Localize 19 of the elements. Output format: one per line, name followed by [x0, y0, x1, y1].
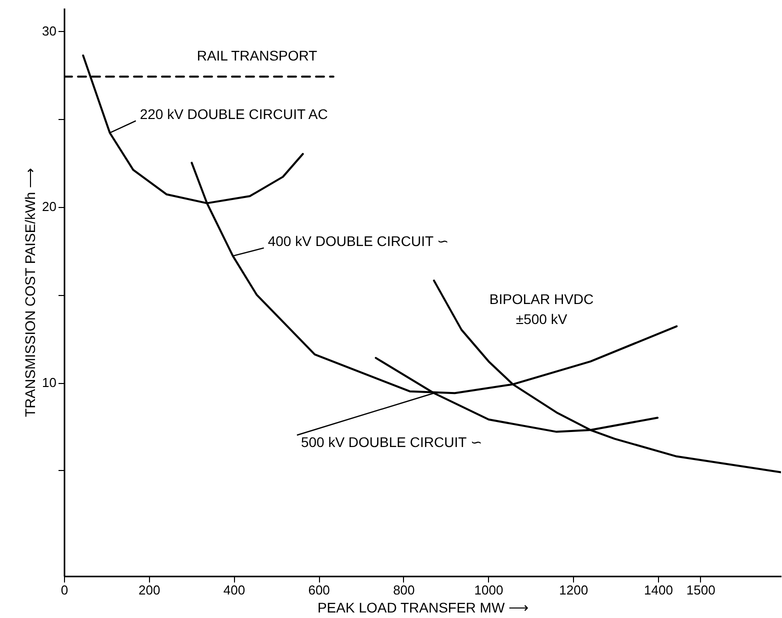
x-tick-label: 1500: [686, 582, 716, 598]
series-label: BIPOLAR HVDC ±500 kV: [489, 290, 594, 327]
y-tick-label: 20: [42, 199, 56, 214]
series-label: 500 kV DOUBLE CIRCUIT ∽: [300, 434, 482, 450]
x-tick-label: 1400: [644, 582, 673, 598]
x-tick-label: 800: [393, 582, 415, 598]
y-tick-label: 10: [42, 375, 56, 390]
x-tick-label: 1200: [559, 582, 588, 598]
y-tick-label: 30: [42, 23, 56, 38]
y-axis-title: TRANSMISSION COST PAISE/kWh ⟶: [22, 168, 38, 417]
x-tick-label: 1000: [474, 582, 504, 598]
x-tick-label: 200: [138, 582, 160, 598]
x-tick-label: 0: [60, 582, 68, 598]
series-label: RAIL TRANSPORT: [196, 48, 318, 64]
text: 400 kV DOUBLE CIRCUIT ∽: [268, 232, 450, 249]
x-tick-label: 600: [308, 582, 330, 598]
text: 220 kV DOUBLE CIRCUIT AC: [140, 106, 328, 122]
x-tick-label: 400: [223, 582, 246, 598]
x-axis-title: PEAK LOAD TRANSFER MW ⟶: [317, 600, 529, 616]
